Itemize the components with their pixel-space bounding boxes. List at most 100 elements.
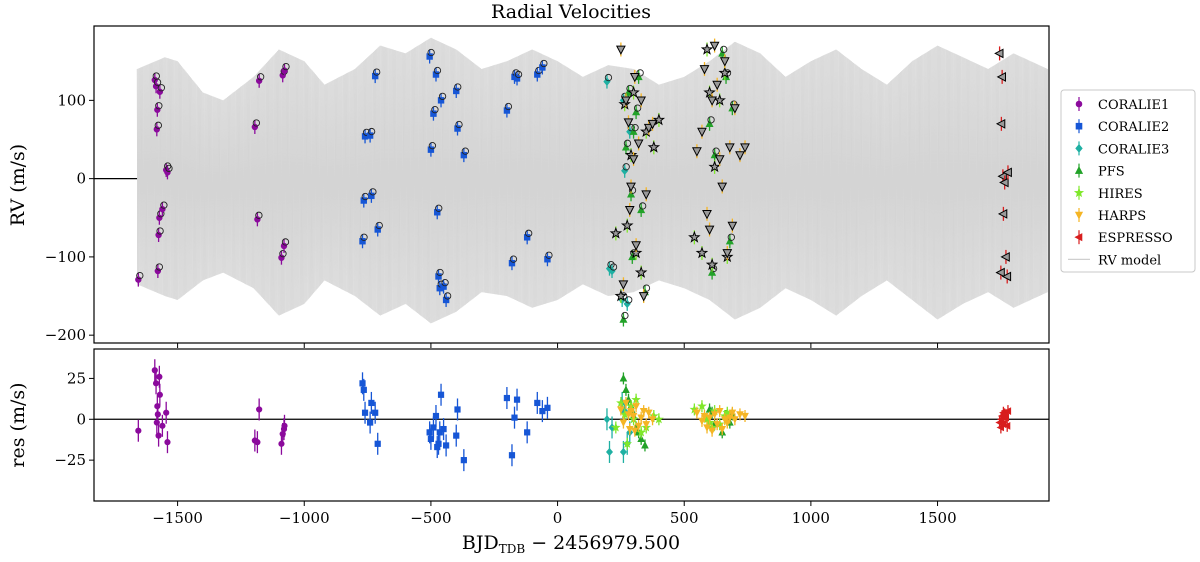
coralie2-res-point: [511, 414, 518, 421]
legend-coralie2-label: CORALIE2: [1098, 120, 1169, 135]
coralie1-res-point: [256, 406, 263, 413]
coralie3-model-marker: [622, 163, 630, 171]
harps-rv-point: [631, 241, 642, 251]
coralie1-model-marker: [156, 227, 164, 235]
coralie2-model-marker: [431, 106, 439, 114]
residual-points: [135, 359, 1012, 472]
harps-rv-point: [647, 119, 658, 130]
espresso-rv-point: [997, 208, 1008, 219]
coralie1-model-marker: [252, 119, 261, 127]
coralie2-res-point: [453, 432, 460, 439]
coralie2-rv-point: [427, 146, 435, 153]
coralie1-res-point: [163, 409, 170, 416]
coralie2-res-point: [513, 396, 521, 403]
espresso-rv-point: [996, 71, 1006, 82]
coralie2-model-marker: [454, 83, 462, 91]
bottom-y-tick-label: 0: [76, 410, 86, 428]
harps-rv-point: [691, 147, 702, 157]
hires-rv-point: [713, 93, 726, 106]
top-y-tick-label: −200: [45, 326, 86, 344]
coralie3-model-marker: [625, 296, 633, 304]
x-axis-label: BJDTDB − 2456979.500: [462, 532, 680, 556]
coralie2-model-marker: [373, 68, 381, 76]
harps-res-point: [617, 406, 625, 414]
hires-rv-point: [718, 66, 731, 79]
x-tick-label: −1000: [279, 509, 330, 527]
harps-rv-point: [697, 127, 707, 138]
harps-res-point: [715, 407, 724, 416]
harps-res-point: [718, 425, 727, 434]
coralie2-rv-point: [374, 226, 381, 233]
pfs-model-marker: [636, 69, 644, 77]
coralie2-rv-point: [366, 132, 374, 139]
hires-rv-point: [708, 160, 721, 173]
pfs-res-point: [641, 441, 649, 449]
coralie2-rv-point: [442, 296, 450, 304]
harps-rv-point: [629, 73, 640, 83]
coralie2-model-marker: [461, 147, 469, 155]
espresso-rv-point: [999, 177, 1009, 188]
chart-title: Radial Velocities: [491, 1, 651, 23]
top-y-tick-label: 100: [57, 91, 86, 109]
coralie1-res-point: [154, 411, 161, 418]
coralie2-res-point: [427, 435, 435, 442]
coralie2-model-marker: [443, 292, 452, 300]
hires-rv-point: [700, 42, 714, 55]
coralie1-rv-point: [154, 267, 162, 275]
harps-rv-point: [712, 80, 723, 91]
bottom-y-tick-label: 25: [67, 369, 86, 387]
harps-res-point: [708, 427, 716, 436]
hires-rv-point: [609, 226, 623, 239]
espresso-rv-point: [1002, 167, 1012, 178]
coralie2-model-marker: [427, 48, 435, 57]
hires-rv-point: [614, 289, 628, 302]
coralie1-rv-point: [255, 77, 263, 84]
coralie1-rv-point: [254, 216, 261, 223]
coralie2-res-point: [372, 409, 379, 416]
harps-res-point: [634, 422, 643, 431]
coralie2-model-marker: [525, 229, 533, 237]
hires-rv-point: [618, 97, 631, 110]
coralie2-res-point: [360, 386, 367, 393]
coralie1-model-marker: [282, 62, 290, 71]
pfs-model-marker: [639, 202, 647, 210]
coralie2-res-point: [524, 429, 531, 436]
espresso-rv-point: [995, 267, 1005, 278]
legend-pfs-marker: [1074, 166, 1084, 174]
hires-rv-point: [688, 230, 701, 243]
legend-coralie1-label: CORALIE1: [1098, 98, 1169, 113]
harps-rv-point: [722, 249, 733, 259]
top-data-points: [135, 38, 1012, 327]
coralie2-res-point: [359, 380, 366, 387]
harps-res-point: [713, 421, 721, 429]
coralie3-model-marker: [604, 73, 613, 82]
pfs-model-marker: [720, 45, 728, 54]
coralie2-rv-point: [513, 75, 521, 82]
coralie1-rv-point: [278, 254, 285, 261]
coralie2-rv-point: [503, 107, 511, 114]
harps-res-point: [619, 419, 628, 427]
coralie2-rv-point: [432, 71, 440, 78]
coralie2-rv-point: [454, 125, 461, 132]
hires-res-point: [610, 422, 621, 432]
coralie2-res-point: [426, 429, 433, 436]
harps-res-point: [723, 419, 732, 427]
pfs-model-marker: [712, 147, 720, 155]
coralie1-rv-point: [155, 231, 162, 239]
coralie1-rv-point: [156, 214, 163, 221]
coralie1-rv-point: [280, 242, 288, 250]
coralie3-res-point: [619, 447, 627, 457]
harps-res-point: [728, 409, 737, 418]
coralie3-res-point: [603, 415, 611, 424]
harps-rv-point: [702, 210, 712, 220]
coralie1-res-point: [135, 427, 142, 434]
coralie1-res-point: [153, 419, 160, 426]
hires-rv-point: [703, 85, 716, 98]
coralie1-model-marker: [155, 102, 163, 110]
coralie2-model-marker: [545, 251, 553, 259]
coralie1-rv-point: [281, 67, 288, 74]
hires-res-point: [622, 438, 633, 448]
harps-rv-point: [623, 118, 634, 128]
espresso-res-point: [1003, 407, 1012, 415]
